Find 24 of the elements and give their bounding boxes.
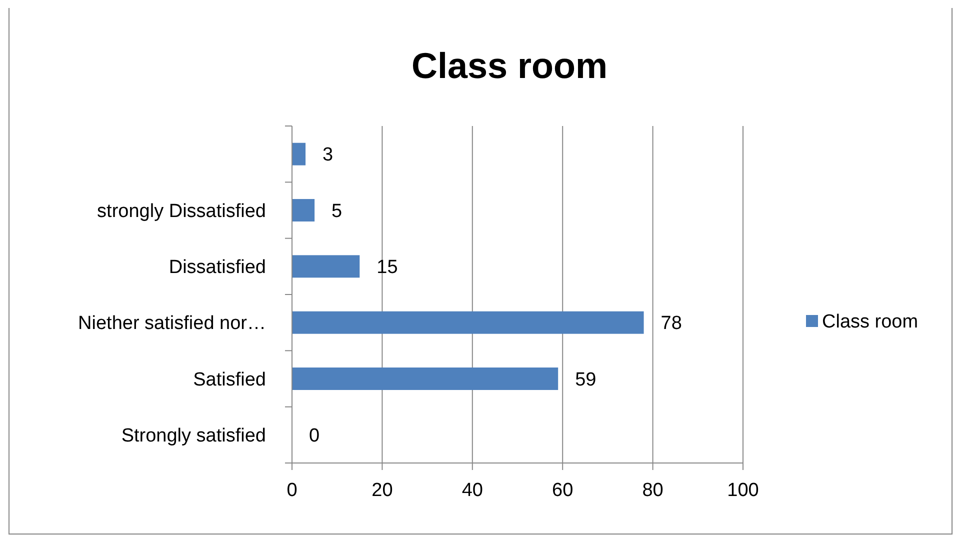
data-label: 5 xyxy=(332,200,342,222)
x-tick-label: 100 xyxy=(727,480,759,501)
data-label: 78 xyxy=(660,313,682,334)
x-tick-label: 0 xyxy=(286,480,298,501)
x-tick-label: 60 xyxy=(552,480,574,501)
bar xyxy=(292,142,306,166)
data-label: 0 xyxy=(309,426,320,447)
bar xyxy=(292,368,558,390)
data-label: 3 xyxy=(322,144,334,166)
y-tick-label: strongly Dissatisfied xyxy=(97,200,266,222)
y-tick-label: Niether satisfied nor… xyxy=(78,313,266,334)
bar xyxy=(292,255,360,278)
x-tick-label: 80 xyxy=(642,480,664,501)
y-tick-label: Dissatisfied xyxy=(168,257,266,278)
chart-title: Class room xyxy=(411,45,608,86)
data-label: 59 xyxy=(575,369,596,390)
x-tick-label: 40 xyxy=(462,480,483,501)
y-tick-label: Satisfied xyxy=(193,369,266,390)
bar xyxy=(292,199,315,222)
x-tick-label: 20 xyxy=(372,480,393,501)
data-label: 15 xyxy=(376,257,398,278)
legend-label: Class room xyxy=(822,312,918,333)
y-tick-label: Strongly satisfied xyxy=(121,426,266,447)
bar xyxy=(292,311,644,334)
